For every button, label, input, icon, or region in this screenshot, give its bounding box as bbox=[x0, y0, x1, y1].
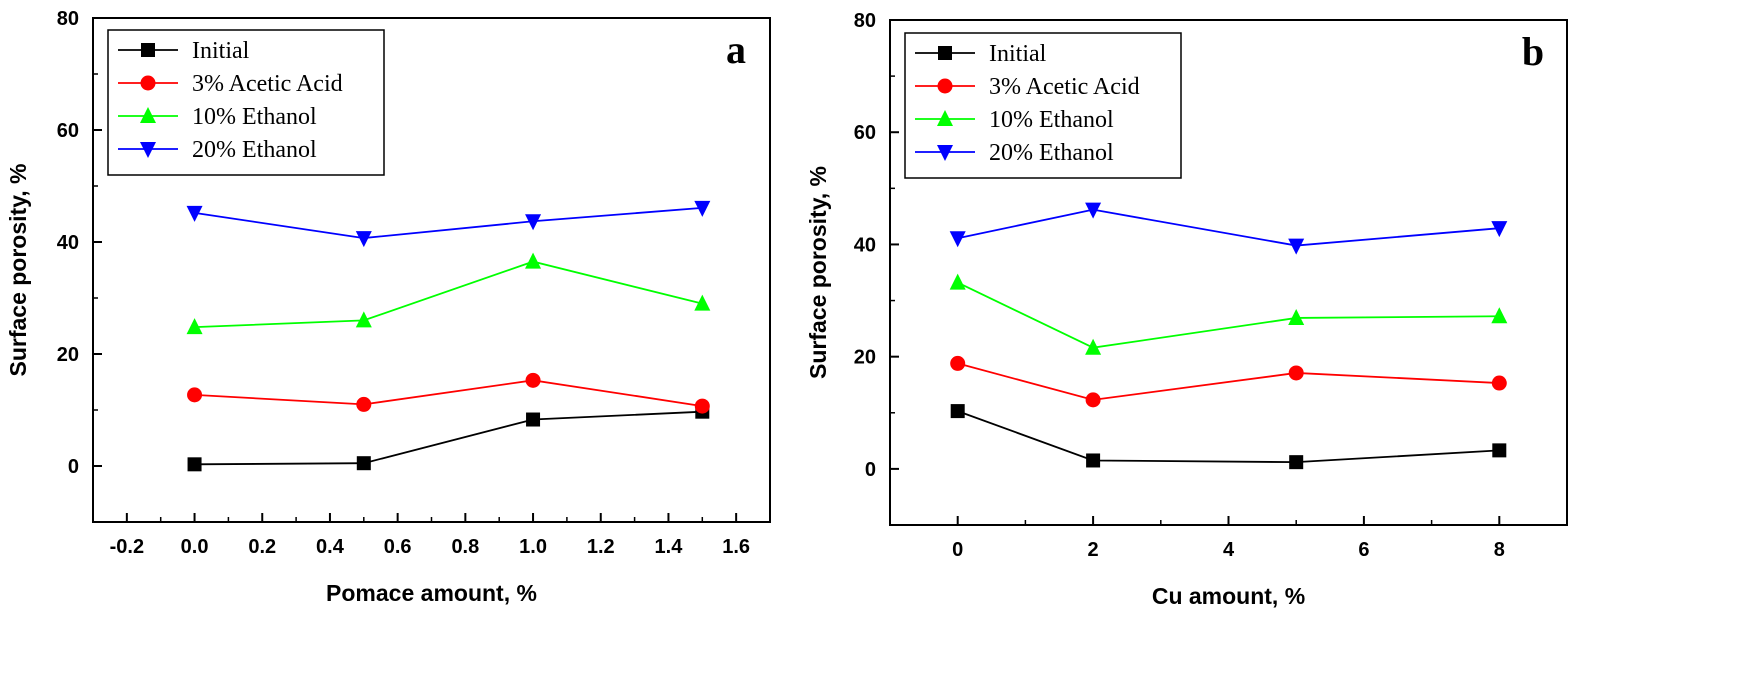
y-axis-title: Surface porosity, % bbox=[5, 163, 31, 376]
data-point-3-2 bbox=[525, 214, 542, 231]
legend-marker-1 bbox=[140, 75, 156, 91]
x-tick-label: 1.6 bbox=[722, 536, 750, 558]
legend-label-1: 3% Acetic Acid bbox=[989, 74, 1140, 100]
y-tick-label: 40 bbox=[57, 232, 79, 254]
data-point-1-3 bbox=[1491, 375, 1507, 391]
x-tick-label: 8 bbox=[1494, 539, 1505, 561]
data-point-0-2 bbox=[526, 412, 541, 427]
legend-label-3: 20% Ethanol bbox=[192, 137, 317, 163]
data-point-1-1 bbox=[356, 396, 372, 412]
data-point-3-2 bbox=[1288, 238, 1305, 255]
legend-marker-3 bbox=[937, 145, 953, 161]
legend-label-0: Initial bbox=[192, 38, 250, 64]
x-tick-label: 0.2 bbox=[248, 536, 276, 558]
series-line-3 bbox=[194, 206, 703, 239]
data-point-2-0 bbox=[949, 273, 966, 290]
y-tick-label: 60 bbox=[57, 120, 79, 142]
data-point-3-1 bbox=[1085, 202, 1102, 219]
x-tick-label: 0 bbox=[952, 539, 963, 561]
data-point-3-3 bbox=[1491, 221, 1508, 238]
y-axis-title: Surface porosity, % bbox=[805, 166, 831, 379]
legend-label-1: 3% Acetic Acid bbox=[192, 71, 343, 97]
x-tick-label: 1.4 bbox=[655, 536, 684, 558]
legend-marker-0 bbox=[141, 43, 155, 57]
legend-label-2: 10% Ethanol bbox=[192, 104, 317, 130]
data-point-1-0 bbox=[950, 355, 966, 371]
x-tick-label: -0.2 bbox=[110, 536, 144, 558]
y-tick-label: 60 bbox=[854, 122, 876, 144]
data-point-0-0 bbox=[950, 404, 965, 419]
series-line-2 bbox=[194, 260, 703, 329]
x-tick-label: 4 bbox=[1223, 539, 1235, 561]
y-tick-label: 40 bbox=[854, 234, 876, 256]
y-tick-label: 20 bbox=[854, 347, 876, 369]
data-point-3-0 bbox=[186, 205, 203, 222]
x-tick-label: 2 bbox=[1088, 539, 1099, 561]
y-tick-label: 20 bbox=[57, 344, 79, 366]
data-point-1-3 bbox=[694, 398, 710, 414]
series-line-2 bbox=[957, 281, 1500, 349]
y-tick-label: 80 bbox=[57, 8, 79, 30]
y-tick-label: 0 bbox=[865, 459, 876, 481]
x-tick-label: 6 bbox=[1358, 539, 1369, 561]
legend-label-3: 20% Ethanol bbox=[989, 140, 1114, 166]
data-point-2-3 bbox=[1491, 307, 1508, 324]
data-point-1-2 bbox=[525, 372, 541, 388]
data-point-2-2 bbox=[1288, 308, 1305, 325]
chart-panel-a: 0 20 40 60 80 -0.2 0.0 0.2 0.4 0.6 0.8 1.0 1.2 1.4 1.6… bbox=[5, 8, 771, 606]
x-tick-label: 0.4 bbox=[316, 536, 345, 558]
series-line-1 bbox=[957, 362, 1500, 401]
y-tick-label: 80 bbox=[854, 10, 876, 32]
data-point-0-0 bbox=[187, 457, 202, 472]
series-line-1 bbox=[194, 379, 703, 407]
series-line-3 bbox=[957, 208, 1500, 247]
legend-marker-2 bbox=[140, 107, 156, 123]
data-point-2-1 bbox=[1085, 338, 1102, 355]
chart-panel-b: 0 20 40 60 80 0 2 4 6 8 Cu amount, % Surface porosi… bbox=[805, 10, 1568, 609]
data-point-1-1 bbox=[1085, 392, 1101, 408]
x-tick-label: 0.6 bbox=[384, 536, 412, 558]
y-tick-label: 0 bbox=[68, 456, 79, 478]
data-point-3-1 bbox=[355, 231, 372, 248]
legend-marker-1 bbox=[937, 78, 953, 94]
legend-marker-0 bbox=[938, 46, 952, 60]
legend-label-0: Initial bbox=[989, 41, 1047, 67]
legend-label-2: 10% Ethanol bbox=[989, 107, 1114, 133]
data-point-2-1 bbox=[355, 311, 372, 328]
data-point-2-3 bbox=[694, 294, 711, 311]
data-point-0-3 bbox=[1492, 443, 1507, 458]
x-tick-label: 0.0 bbox=[181, 536, 209, 558]
panel-label: a bbox=[726, 27, 746, 72]
legend-marker-2 bbox=[937, 110, 953, 126]
data-point-1-2 bbox=[1288, 365, 1304, 381]
x-tick-label: 1.2 bbox=[587, 536, 615, 558]
series-line-0 bbox=[194, 410, 703, 466]
data-point-0-2 bbox=[1289, 455, 1304, 470]
data-point-0-1 bbox=[1086, 453, 1101, 468]
data-point-2-0 bbox=[186, 318, 203, 335]
data-point-2-2 bbox=[525, 252, 542, 269]
data-point-0-1 bbox=[356, 456, 371, 471]
legend-marker-3 bbox=[140, 142, 156, 158]
data-point-3-3 bbox=[694, 200, 711, 217]
x-axis-title: Cu amount, % bbox=[1152, 583, 1305, 609]
x-tick-label: 1.0 bbox=[519, 536, 547, 558]
panel-label: b bbox=[1522, 29, 1544, 74]
x-axis-title: Pomace amount, % bbox=[326, 580, 537, 606]
data-point-1-0 bbox=[187, 387, 203, 403]
series-line-0 bbox=[957, 410, 1500, 464]
data-point-3-0 bbox=[949, 231, 966, 248]
x-tick-label: 0.8 bbox=[451, 536, 479, 558]
